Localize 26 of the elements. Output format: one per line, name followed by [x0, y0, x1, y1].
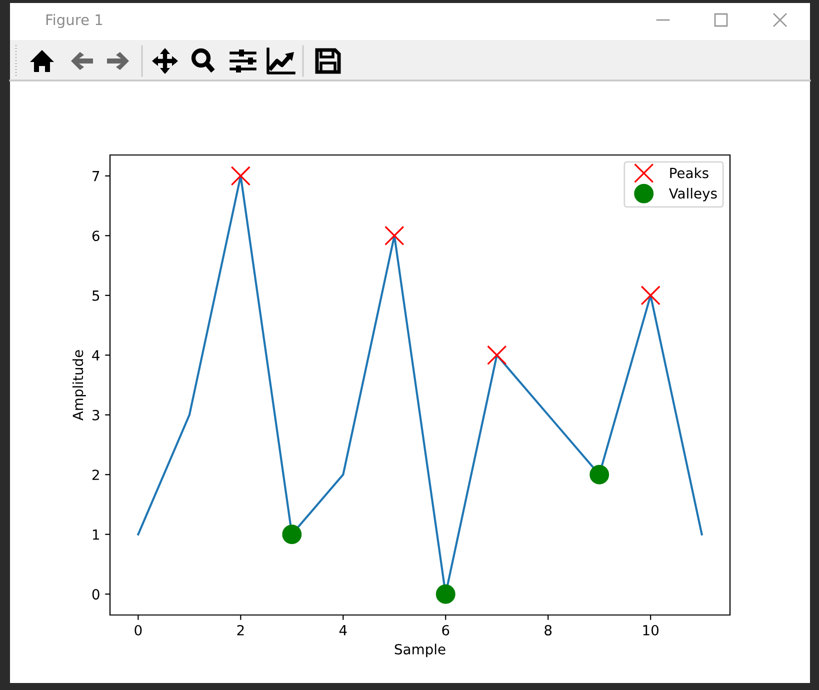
- point: [384, 226, 404, 246]
- x-tick-label: 0: [134, 624, 142, 636]
- y-tick-label: 3: [92, 410, 100, 420]
- point: [282, 524, 302, 544]
- y-tick-label: 6: [92, 230, 100, 242]
- y-tick-label: 5: [92, 290, 100, 301]
- point: [640, 286, 660, 306]
- y-tick-label: 7: [92, 171, 100, 182]
- y-tick-label: 0: [92, 589, 100, 600]
- point: [436, 584, 456, 604]
- x-tick-label: 4: [339, 625, 347, 636]
- x-axis-title: Sample: [394, 644, 446, 658]
- x-tick-label: 10: [643, 624, 658, 636]
- legend-label: Peaks: [670, 168, 708, 178]
- x-tick-label: 2: [237, 624, 244, 636]
- caption: Figure 1: [46, 14, 102, 28]
- point: [230, 166, 251, 186]
- x-tick-label: 8: [544, 624, 552, 636]
- y-tick-label: 2: [92, 470, 99, 480]
- point: [486, 345, 507, 365]
- y-tick-label: 1: [92, 530, 99, 540]
- y-tick-label: 4: [92, 350, 100, 360]
- y-axis-title: Amplitude: [72, 350, 86, 420]
- legend-label: Valleys: [668, 188, 717, 202]
- point: [590, 464, 610, 484]
- x-tick-label: 6: [442, 624, 450, 636]
